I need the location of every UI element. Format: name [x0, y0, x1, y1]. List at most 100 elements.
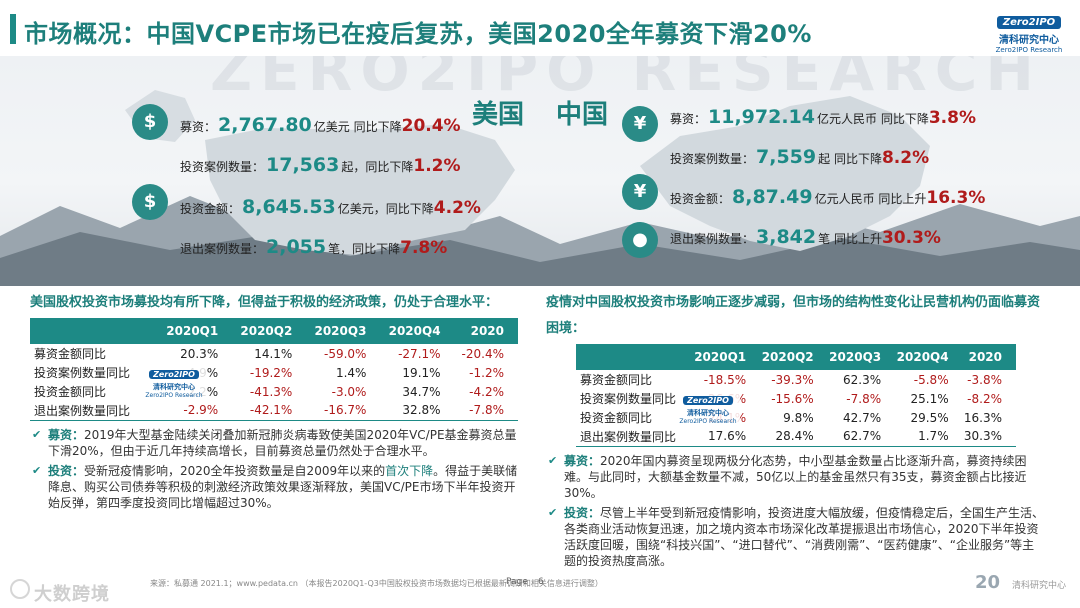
metric-unit: 亿美元，同比下降	[337, 202, 434, 216]
column-header: 2020Q4	[895, 344, 963, 370]
logo-mark: Zero2IPO	[996, 16, 1062, 29]
us-fundraising-metric: 募资： 2,767.80 亿美元 同比下降20.4%	[180, 114, 461, 136]
table-cell: 42.7%	[843, 410, 882, 425]
table-cell: 30.3%	[962, 427, 1016, 447]
column-header	[30, 318, 159, 344]
row-label: 退出案例数量同比	[30, 401, 159, 421]
metric-unit: 笔，同比下降	[328, 242, 401, 256]
column-header: 2020Q3	[827, 344, 896, 370]
footer-brand-watermark: 大数跨境	[34, 584, 110, 605]
hand-money-icon: $	[132, 184, 168, 220]
overview-banner: ZERO2IPO RESEARCH 美国 中国 $ 募资： 2,767.80 亿美元…	[0, 56, 1080, 286]
zero2ipo-logo: Zero2IPO 清科研究中心 Zero2IPO Research	[990, 10, 1068, 54]
metric-label: 募资：	[670, 112, 707, 126]
table-row: 投资案例数量同比-26.6%-15.6%-7.8%25.1%-8.2%	[576, 389, 1016, 408]
metric-value: 8,645.53	[242, 196, 336, 218]
metric-label: 投资案例数量：	[180, 160, 265, 174]
us-exit-count-metric: 退出案例数量： 2,055 笔，同比下降7.8%	[180, 236, 447, 258]
banner-watermark: ZERO2IPO RESEARCH	[210, 56, 1042, 104]
bullet-keyword: 募资：	[48, 427, 85, 442]
metric-value: 7,559	[756, 146, 817, 168]
coins-icon: ●	[622, 222, 658, 258]
region-label-usa: 美国	[472, 100, 525, 130]
table-cell: 1.7%	[895, 427, 963, 447]
logo-mark: Zero2IPO	[149, 370, 199, 379]
metric-unit: 亿元人民币 同比下降	[817, 112, 929, 126]
metric-unit: 笔 同比上升	[818, 232, 882, 246]
bullet-highlight: 首次下降	[385, 463, 434, 478]
list-item: 募资：2019年大型基金陆续关闭叠加新冠肺炎病毒致使美国2020年VC/PE基金…	[30, 427, 518, 459]
us-deal-count-metric: 投资案例数量： 17,563 起，同比下降1.2%	[180, 154, 461, 176]
table-cell: 62.3%	[843, 372, 882, 387]
table-cell: 20.3%	[180, 346, 219, 361]
logo-mark: Zero2IPO	[683, 396, 733, 405]
table-row: 募资金额同比 -18.5% -39.3% 62.3% -5.8% -3.8%	[576, 370, 1016, 389]
metric-unit: 亿元人民币 同比上升	[814, 192, 927, 206]
logo-cn-text: 清科研究中心	[999, 35, 1059, 46]
logo-cn-text: 清科研究中心	[687, 409, 729, 417]
table-cell: -7.8%	[846, 391, 882, 406]
china-map-silhouette	[640, 96, 930, 251]
table-cell: -39.3%	[771, 372, 814, 387]
table-header-row: 2020Q1 2020Q2 2020Q3 2020Q4 2020	[30, 318, 518, 344]
china-yoy-table: 2020Q1 2020Q2 2020Q3 2020Q4 2020 募资金额同比 -…	[576, 344, 1016, 447]
table-logo-watermark: Zero2IPO 清科研究中心 Zero2IPO Research	[676, 388, 740, 428]
logo-en-text: Zero2IPO Research	[145, 392, 203, 399]
title-accent-bar	[10, 14, 16, 44]
table-cell: 1.4%	[335, 365, 367, 380]
table-cell: 9.8%	[783, 410, 814, 425]
table-header-row: 2020Q1 2020Q2 2020Q3 2020Q4 2020	[576, 344, 1016, 370]
metric-value: 2,055	[266, 236, 327, 258]
logo-cn-text: 清科研究中心	[153, 383, 195, 391]
row-label: 投资案例数量同比	[34, 366, 131, 380]
table-cell: -20.4%	[461, 346, 504, 361]
metric-value: 8,87.49	[732, 186, 813, 208]
table-cell: -2.9%	[158, 401, 233, 421]
cn-fundraising-metric: 募资： 11,972.14 亿元人民币 同比下降3.8%	[670, 106, 976, 128]
table-cell: -19.2%	[249, 365, 293, 380]
bullet-keyword: 募资：	[564, 453, 601, 468]
table-row: 退出案例数量同比 17.6% 28.4% 62.7% 1.7% 30.3%	[576, 427, 1016, 447]
table-row: 退出案例数量同比 -2.9% -42.1% -16.7% 32.8% -7.8%	[30, 401, 518, 421]
row-label: 投资金额同比	[34, 385, 107, 399]
footer-source-note: 来源：私募通 2021.1；www.pedata.cn （本报告2020Q1-Q…	[150, 579, 603, 588]
metric-unit: 起 同比下降	[818, 152, 882, 166]
column-header: 2020Q2	[760, 344, 828, 370]
footer-year-mark: 20	[974, 572, 1000, 593]
table-cell: -41.3%	[249, 384, 293, 399]
metric-change: 7.8%	[400, 238, 448, 258]
metric-label: 投资金额：	[670, 192, 731, 206]
bullet-text: 受新冠疫情影响，2020全年投资数量是自2009年以来的	[84, 463, 386, 478]
column-header: 2020	[962, 344, 1016, 370]
us-yoy-table: 2020Q1 2020Q2 2020Q3 2020Q4 2020 募资金额同比 2…	[30, 318, 518, 421]
metric-label: 投资金额：	[180, 202, 241, 216]
us-analysis-section: 美国股权投资市场募投均有所下降，但得益于积极的经济政策，仍处于合理水平： 202…	[30, 290, 518, 515]
metric-unit: 起，同比下降	[341, 160, 414, 174]
table-cell: 34.7%	[402, 384, 441, 399]
metric-value: 3,842	[756, 226, 817, 248]
metric-label: 募资：	[180, 120, 217, 134]
list-item: 投资：尽管上半年受到新冠疫情影响，投资进度大幅放缓，但疫情稳定后，全国生产生活、…	[546, 505, 1046, 569]
money-bag-icon: $	[132, 104, 168, 140]
column-header	[576, 344, 693, 370]
table-cell: 32.8%	[380, 401, 455, 421]
table-row: 投资金额同比-24.1%9.8%42.7%29.5%16.3%	[576, 408, 1016, 427]
column-header: 2020Q1	[692, 344, 761, 370]
logo-en-text: Zero2IPO Research	[995, 46, 1063, 54]
bullet-keyword: 投资：	[48, 463, 85, 478]
us-table-wrapper: 2020Q1 2020Q2 2020Q3 2020Q4 2020 募资金额同比 2…	[30, 318, 518, 421]
table-cell: 19.1%	[402, 365, 441, 380]
table-cell: 28.4%	[760, 427, 828, 447]
metric-change: 4.2%	[433, 198, 481, 218]
logo-en-text: Zero2IPO Research	[679, 418, 737, 425]
column-header: 2020Q2	[232, 318, 307, 344]
table-cell: -15.6%	[771, 391, 814, 406]
table-cell: -4.2%	[469, 384, 504, 399]
us-bullet-list: 募资：2019年大型基金陆续关闭叠加新冠肺炎病毒致使美国2020年VC/PE基金…	[30, 427, 518, 511]
footer-right-brand: 清科研究中心	[1011, 581, 1066, 591]
table-cell: 14.1%	[254, 346, 293, 361]
footer-page-label: Page	[506, 577, 528, 587]
table-cell: 62.7%	[827, 427, 896, 447]
yuan-bag-icon: ¥	[622, 106, 658, 142]
table-cell: -7.8%	[454, 401, 518, 421]
